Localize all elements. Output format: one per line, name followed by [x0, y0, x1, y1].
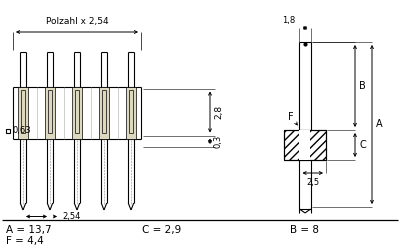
Text: C = 2,9: C = 2,9 [142, 225, 181, 235]
Text: 0,3: 0,3 [214, 134, 223, 148]
Bar [284, 130, 326, 160]
Text: 2,54: 2,54 [62, 212, 80, 221]
Polygon shape [45, 86, 55, 139]
Text: A: A [376, 120, 383, 130]
Text: C: C [359, 140, 366, 150]
Text: F: F [288, 112, 293, 122]
Bar [300, 130, 310, 160]
Text: F = 4,4: F = 4,4 [6, 236, 44, 246]
Text: B: B [359, 81, 366, 91]
Polygon shape [126, 86, 136, 139]
Bar [284, 130, 326, 160]
Bar [6, 128, 10, 133]
Text: A = 13,7: A = 13,7 [6, 225, 52, 235]
Polygon shape [72, 86, 82, 139]
Text: B = 8: B = 8 [290, 225, 319, 235]
Text: Polzahl x 2,54: Polzahl x 2,54 [46, 18, 108, 26]
Text: 1,8: 1,8 [282, 16, 296, 25]
Text: 2,8: 2,8 [214, 105, 223, 119]
Text: 0,63: 0,63 [12, 126, 31, 135]
Polygon shape [99, 86, 109, 139]
Polygon shape [18, 86, 28, 139]
Text: 2,5: 2,5 [306, 178, 319, 188]
